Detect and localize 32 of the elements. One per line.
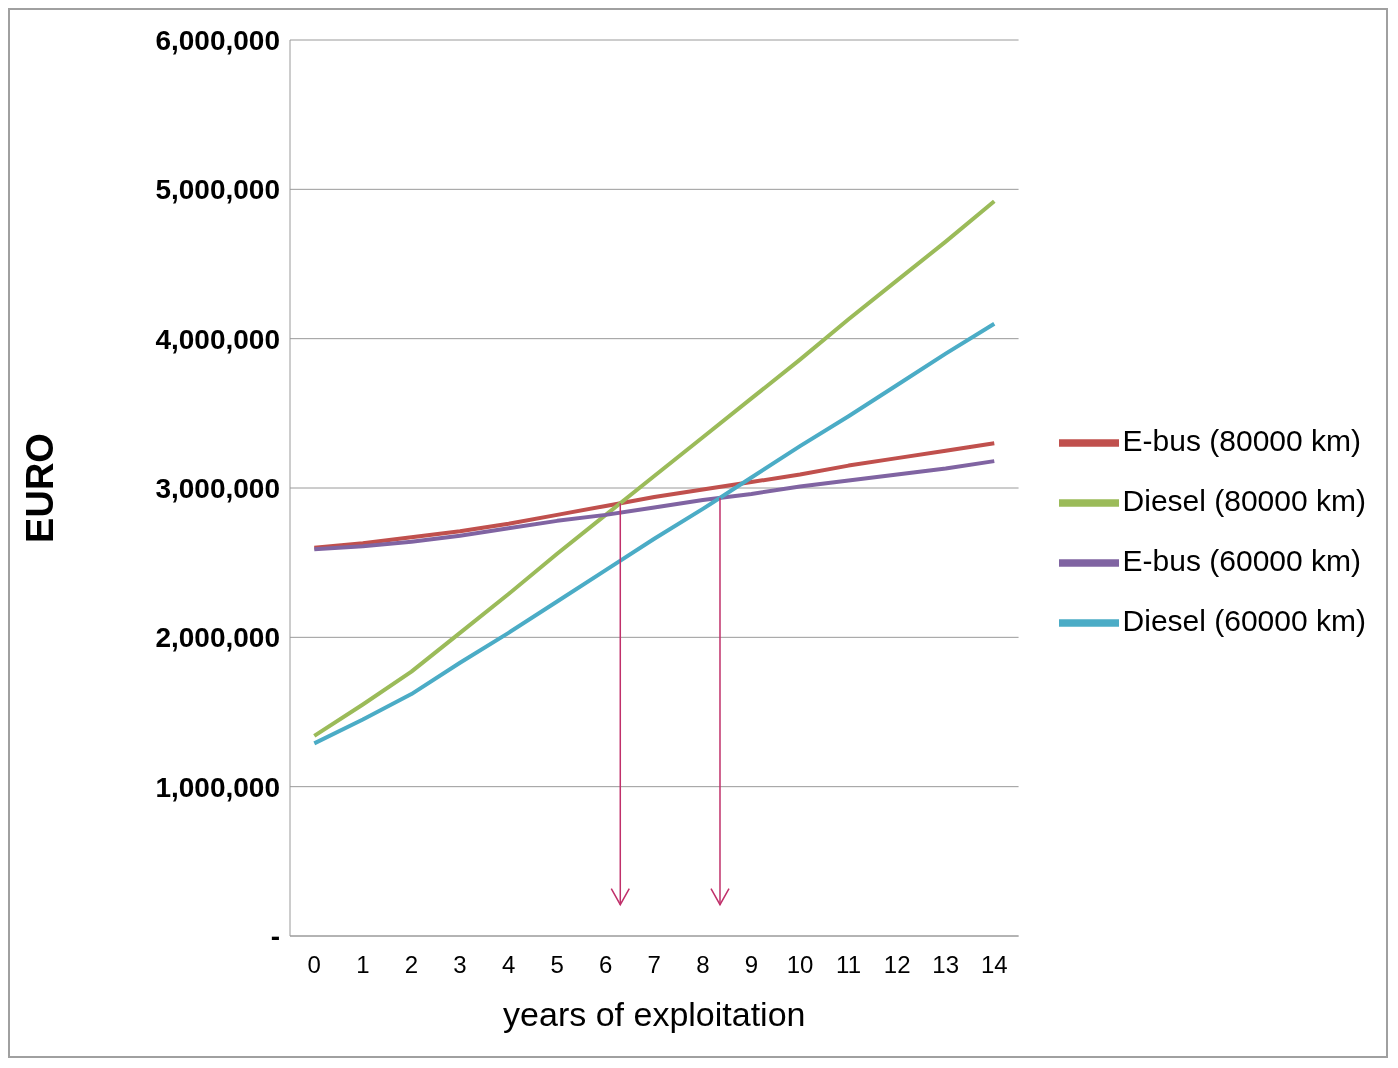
x-tick-label: 5	[550, 951, 564, 979]
x-tick-label: 13	[932, 951, 960, 979]
line-series	[312, 459, 997, 552]
y-tick-label: 3,000,000	[155, 472, 280, 504]
line-series	[312, 441, 997, 550]
y-tick-label: 2,000,000	[155, 622, 280, 654]
x-tick-label: 11	[836, 951, 862, 979]
legend-label: Diesel (60000 km)	[1122, 604, 1366, 638]
x-tick-label: 0	[307, 951, 321, 979]
y-tick-label: 6,000,000	[155, 24, 280, 56]
y-axis-title: EURO	[19, 433, 62, 543]
x-tick-label: 4	[501, 951, 516, 979]
y-tick-label: -	[270, 920, 280, 952]
legend-label: E-bus (80000 km)	[1122, 423, 1361, 457]
x-tick-label: 12	[883, 951, 911, 979]
line-series	[312, 321, 997, 746]
x-tick-label: 1	[356, 951, 370, 979]
x-tick-label: 3	[453, 951, 467, 979]
x-tick-label: 9	[744, 951, 759, 979]
legend-label: E-bus (60000 km)	[1122, 544, 1361, 577]
x-tick-label: 10	[786, 951, 814, 979]
x-tick-label: 14	[980, 951, 1008, 979]
x-tick-label: 2	[404, 951, 419, 979]
y-tick-label: 4,000,000	[155, 323, 280, 355]
y-tick-label: 5,000,000	[155, 174, 280, 206]
x-tick-label: 6	[599, 951, 613, 979]
y-tick-label: 1,000,000	[155, 771, 280, 803]
x-tick-label: 8	[696, 951, 710, 979]
x-tick-label: 7	[647, 951, 661, 979]
legend-label: Diesel (80000 km)	[1122, 483, 1366, 517]
x-axis-title: years of exploitation	[503, 995, 806, 1033]
line-series	[312, 199, 997, 738]
